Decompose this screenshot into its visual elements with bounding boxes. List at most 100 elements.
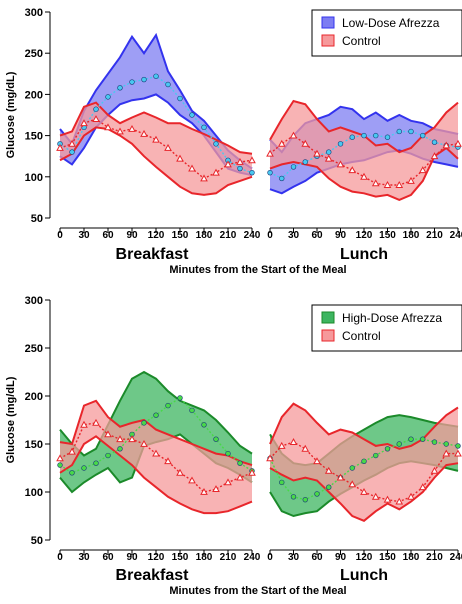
x-tick-label: 210 — [426, 230, 443, 241]
legend-swatch — [321, 16, 335, 29]
mean-point — [302, 159, 308, 165]
meal-label: Breakfast — [116, 246, 190, 263]
legend-label: Control — [342, 34, 381, 48]
y-tick-label: 100 — [25, 487, 43, 499]
mean-point — [407, 492, 415, 500]
band-control — [60, 400, 252, 514]
mean-point — [80, 119, 88, 127]
mean-point — [454, 449, 462, 457]
mean-point — [141, 420, 147, 426]
mean-point — [80, 420, 88, 428]
mean-point — [153, 412, 159, 418]
mean-point — [176, 154, 184, 162]
mean-point — [267, 169, 273, 176]
mean-point — [56, 143, 64, 151]
mean-point — [408, 436, 414, 442]
x-tick-label: 240 — [244, 552, 261, 563]
mean-point — [117, 85, 123, 91]
x-tick-label: 150 — [172, 552, 189, 563]
legend-box — [311, 304, 462, 352]
mean-point — [277, 139, 286, 147]
mean-point — [56, 454, 64, 462]
x-tick-label: 60 — [311, 230, 323, 241]
band-upper-edge — [59, 399, 253, 467]
panel-breakfast: 0 30 60 90 120 150 180 210 240 Breakfast — [56, 370, 261, 584]
mean-point — [266, 149, 274, 157]
y-tick-label: 300 — [25, 7, 43, 19]
x-tick-label: 210 — [220, 230, 237, 241]
mean-point — [360, 172, 368, 180]
y-tick-label: 150 — [25, 439, 43, 451]
mean-point — [443, 441, 449, 447]
mean-point — [68, 447, 76, 455]
mean-point — [129, 79, 135, 85]
x-tick-label: 0 — [267, 552, 273, 563]
mean-point — [336, 473, 345, 481]
y-axis-label: Glucose (mg/dL) — [5, 376, 17, 463]
mean-point — [324, 154, 333, 162]
x-axis-label: Minutes from the Start of the Meal — [169, 585, 346, 597]
mean-point — [213, 436, 219, 442]
mean-point — [395, 181, 404, 188]
mean-point — [152, 135, 160, 143]
mean-line — [269, 438, 459, 501]
y-tick-label: 300 — [25, 295, 43, 307]
legend: Low-Dose Afrezza Control — [311, 9, 462, 57]
mean-point — [313, 457, 321, 465]
mean-point — [383, 181, 392, 188]
mean-point — [395, 497, 404, 505]
x-tick-label: 240 — [244, 230, 261, 241]
mean-point — [418, 483, 427, 491]
mean-point — [454, 139, 462, 147]
mean-point — [383, 495, 392, 503]
mean-line — [59, 75, 253, 174]
mean-point — [57, 462, 63, 468]
mean-point — [348, 480, 357, 488]
mean-point — [396, 441, 402, 447]
mean-point — [408, 128, 414, 135]
mean-point — [430, 152, 439, 160]
x-tick-label: 120 — [356, 552, 373, 563]
y-tick-label: 200 — [25, 391, 43, 403]
mean-point — [105, 94, 111, 100]
mean-point — [324, 466, 333, 474]
x-tick-label: 90 — [335, 552, 347, 563]
mean-point — [92, 418, 100, 426]
mean-point — [407, 176, 415, 184]
mean-point — [224, 160, 232, 168]
x-tick-label: 180 — [196, 230, 213, 241]
mean-point — [92, 115, 100, 123]
mean-point — [128, 124, 136, 132]
mean-point — [348, 166, 357, 174]
mean-point — [431, 139, 438, 145]
mean-point — [189, 407, 195, 414]
mean-point — [442, 141, 451, 149]
mean-point — [236, 157, 244, 165]
band-upper-edge — [269, 402, 459, 450]
mean-point — [128, 435, 136, 443]
mean-point — [81, 465, 87, 471]
mean-point — [224, 478, 232, 486]
mean-point — [420, 132, 426, 139]
band-lower-edge — [269, 462, 459, 522]
y-tick-label: 150 — [25, 131, 43, 143]
legend: High-Dose Afrezza Control — [311, 304, 462, 352]
y-tick-label: 100 — [25, 172, 43, 184]
mean-point — [266, 454, 274, 462]
mean-point — [249, 169, 255, 176]
legend-swatch — [321, 34, 335, 47]
panel-lunch: 0 30 60 90 120 150 180 210 240 Lunch — [266, 99, 462, 263]
mean-point — [248, 156, 256, 164]
mean-point — [69, 470, 75, 476]
x-tick-label: 30 — [78, 552, 90, 563]
mean-point — [384, 446, 391, 452]
mean-point — [164, 457, 172, 465]
mean-point — [93, 460, 99, 466]
x-tick-label: 30 — [288, 230, 300, 241]
mean-point — [153, 73, 159, 79]
meal-label: Lunch — [340, 246, 388, 263]
meal-label: Lunch — [340, 567, 388, 584]
